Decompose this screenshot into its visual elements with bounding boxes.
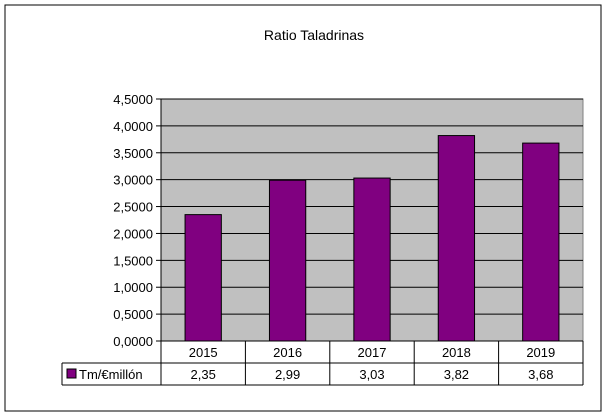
data-label: 2,35 — [191, 367, 216, 382]
y-tick-label: 3,0000 — [113, 173, 153, 188]
y-tick-label: 3,5000 — [113, 146, 153, 161]
y-tick-label: 4,5000 — [113, 92, 153, 107]
y-tick-label: 1,0000 — [113, 280, 153, 295]
data-label: 3,03 — [359, 367, 384, 382]
chart-title: Ratio Taladrinas — [264, 27, 364, 43]
data-label: 3,68 — [528, 367, 553, 382]
data-table: 2015 2,35 2016 2,99 2017 3,03 2018 3,82 2019 3,68… — [61, 340, 584, 386]
bar-2019 — [522, 142, 560, 342]
data-label: 3,82 — [444, 367, 469, 382]
bar-2017 — [353, 177, 391, 342]
y-tick-label: 1,5000 — [113, 253, 153, 268]
x-tick-label: 2018 — [442, 345, 471, 360]
y-tick-label: 2,0000 — [113, 226, 153, 241]
bar-2018 — [437, 135, 476, 342]
y-tick-label: 4,0000 — [113, 119, 153, 134]
x-tick-label: 2017 — [358, 345, 387, 360]
bar-2016 — [268, 179, 307, 342]
data-label: 2,99 — [275, 367, 300, 382]
y-tick-label: 0,0000 — [113, 334, 153, 349]
x-tick-label: 2015 — [189, 345, 218, 360]
y-tick-label: 0,5000 — [113, 307, 153, 322]
x-tick-label: 2019 — [526, 345, 555, 360]
y-tick-label: 2,5000 — [113, 200, 153, 215]
legend-key — [66, 368, 77, 379]
bar-2015 — [184, 214, 222, 342]
x-tick-label: 2016 — [273, 345, 302, 360]
legend-label: Tm/€millón — [79, 367, 143, 382]
y-axis-ticks: 0,0000 0,5000 1,0000 1,5000 2,0000 2,5000 3,00… — [113, 92, 162, 349]
